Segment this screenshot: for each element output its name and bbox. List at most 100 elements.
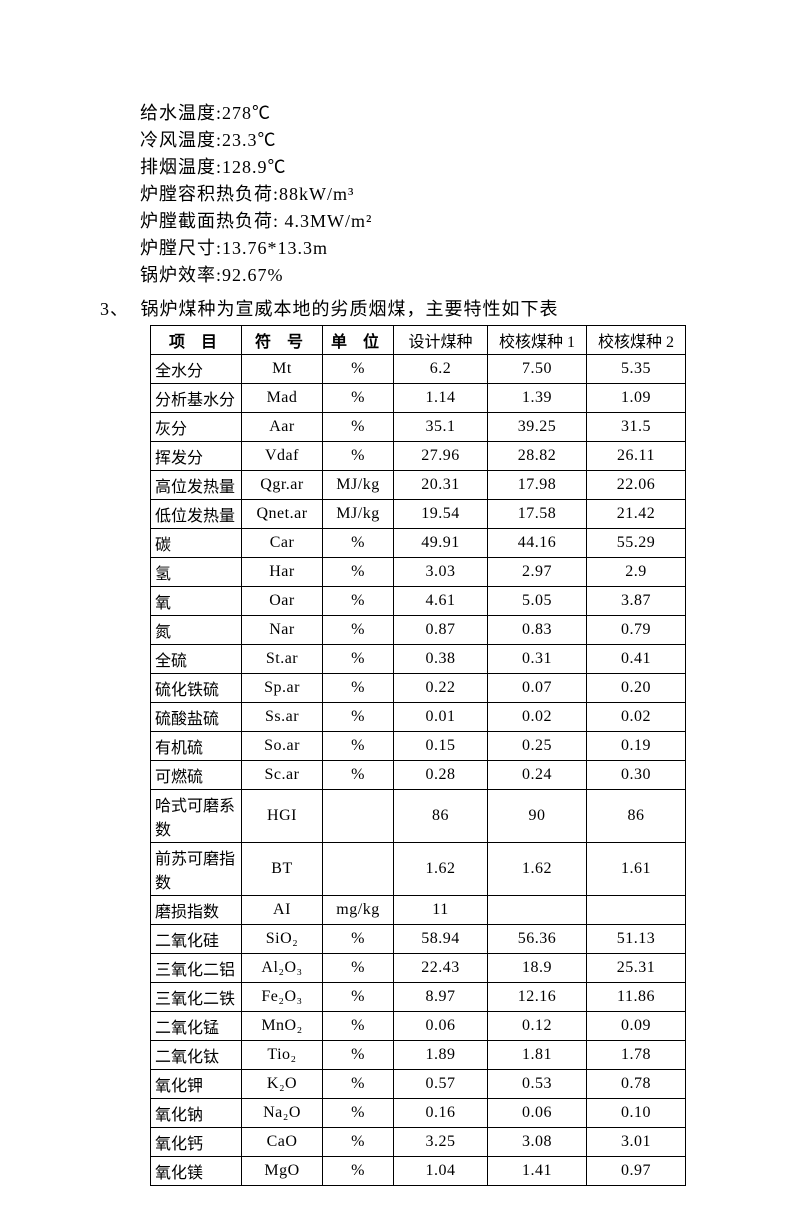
table-cell: Sp.ar xyxy=(242,674,323,703)
table-cell: 0.09 xyxy=(587,1012,686,1041)
table-cell: 17.58 xyxy=(488,500,587,529)
table-cell: 0.57 xyxy=(394,1070,488,1099)
table-row: 全水分Mt%6.27.505.35 xyxy=(151,355,686,384)
table-body: 全水分Mt%6.27.505.35分析基水分Mad%1.141.391.09灰分… xyxy=(151,355,686,1186)
table-row: 灰分Aar%35.139.2531.5 xyxy=(151,413,686,442)
table-cell: Oar xyxy=(242,587,323,616)
table-cell: Ss.ar xyxy=(242,703,323,732)
table-cell: 35.1 xyxy=(394,413,488,442)
table-cell: 全水分 xyxy=(151,355,242,384)
table-cell: 0.79 xyxy=(587,616,686,645)
table-cell xyxy=(587,896,686,925)
table-cell: 27.96 xyxy=(394,442,488,471)
table-row: 氧化钾K₂O%0.570.530.78 xyxy=(151,1070,686,1099)
section-title-text: 锅炉煤种为宣威本地的劣质烟煤，主要特性如下表 xyxy=(141,299,559,319)
param-line: 锅炉效率:92.67% xyxy=(140,262,700,289)
table-cell: % xyxy=(323,1041,394,1070)
table-header-cell: 项 目 xyxy=(151,326,242,355)
table-cell: 8.97 xyxy=(394,983,488,1012)
table-cell: % xyxy=(323,645,394,674)
table-cell: 磨损指数 xyxy=(151,896,242,925)
table-cell: Car xyxy=(242,529,323,558)
table-cell: HGI xyxy=(242,790,323,843)
table-cell: 11.86 xyxy=(587,983,686,1012)
table-row: 硫化铁硫Sp.ar%0.220.070.20 xyxy=(151,674,686,703)
param-line: 炉膛尺寸:13.76*13.3m xyxy=(140,235,700,262)
table-cell: 86 xyxy=(394,790,488,843)
table-cell: 0.53 xyxy=(488,1070,587,1099)
table-cell: St.ar xyxy=(242,645,323,674)
table-cell: 19.54 xyxy=(394,500,488,529)
table-row: 低位发热量Qnet.arMJ/kg19.5417.5821.42 xyxy=(151,500,686,529)
table-cell: 44.16 xyxy=(488,529,587,558)
table-cell: 0.78 xyxy=(587,1070,686,1099)
table-cell: 0.24 xyxy=(488,761,587,790)
table-cell: 7.50 xyxy=(488,355,587,384)
table-row: 氮Nar%0.870.830.79 xyxy=(151,616,686,645)
table-row: 挥发分Vdaf%27.9628.8226.11 xyxy=(151,442,686,471)
table-header-cell: 设计煤种 xyxy=(394,326,488,355)
table-cell: 22.06 xyxy=(587,471,686,500)
table-cell: 26.11 xyxy=(587,442,686,471)
table-cell: 0.06 xyxy=(488,1099,587,1128)
table-cell: % xyxy=(323,703,394,732)
table-cell: 1.09 xyxy=(587,384,686,413)
table-cell: 氢 xyxy=(151,558,242,587)
table-row: 哈式可磨系数HGI869086 xyxy=(151,790,686,843)
table-cell: % xyxy=(323,355,394,384)
table-cell: 氧化钠 xyxy=(151,1099,242,1128)
table-cell: Fe₂O₃ xyxy=(242,983,323,1012)
table-cell: 0.02 xyxy=(488,703,587,732)
table-cell: 1.78 xyxy=(587,1041,686,1070)
table-row: 氢Har%3.032.972.9 xyxy=(151,558,686,587)
table-row: 氧化钠Na₂O%0.160.060.10 xyxy=(151,1099,686,1128)
table-row: 三氧化二铝Al₂O₃%22.4318.925.31 xyxy=(151,954,686,983)
table-cell: % xyxy=(323,761,394,790)
table-cell: 6.2 xyxy=(394,355,488,384)
table-cell: MnO₂ xyxy=(242,1012,323,1041)
table-cell: 二氧化锰 xyxy=(151,1012,242,1041)
table-cell xyxy=(488,896,587,925)
table-cell: 三氧化二铁 xyxy=(151,983,242,1012)
table-cell: 0.16 xyxy=(394,1099,488,1128)
table-cell: Mt xyxy=(242,355,323,384)
table-cell: 二氧化钛 xyxy=(151,1041,242,1070)
table-row: 二氧化钛Tio₂%1.891.811.78 xyxy=(151,1041,686,1070)
table-cell: 硫酸盐硫 xyxy=(151,703,242,732)
table-cell: 0.19 xyxy=(587,732,686,761)
table-cell: 0.22 xyxy=(394,674,488,703)
table-cell: Aar xyxy=(242,413,323,442)
param-line: 炉膛容积热负荷:88kW/m³ xyxy=(140,181,700,208)
table-cell: Qgr.ar xyxy=(242,471,323,500)
table-cell: 高位发热量 xyxy=(151,471,242,500)
table-cell: Na₂O xyxy=(242,1099,323,1128)
table-cell: 18.9 xyxy=(488,954,587,983)
table-cell: Nar xyxy=(242,616,323,645)
table-row: 氧Oar%4.615.053.87 xyxy=(151,587,686,616)
table-cell: 低位发热量 xyxy=(151,500,242,529)
coal-spec-table: 项 目符 号单 位设计煤种校核煤种 1校核煤种 2 全水分Mt%6.27.505… xyxy=(150,325,686,1186)
table-cell: 1.39 xyxy=(488,384,587,413)
table-cell: 哈式可磨系数 xyxy=(151,790,242,843)
table-cell: 前苏可磨指数 xyxy=(151,843,242,896)
table-row: 氧化镁MgO%1.041.410.97 xyxy=(151,1157,686,1186)
table-cell: 2.9 xyxy=(587,558,686,587)
table-cell: 0.28 xyxy=(394,761,488,790)
table-cell: 0.07 xyxy=(488,674,587,703)
table-cell: 0.12 xyxy=(488,1012,587,1041)
table-cell: 1.14 xyxy=(394,384,488,413)
table-cell: MJ/kg xyxy=(323,471,394,500)
table-row: 二氧化锰MnO₂%0.060.120.09 xyxy=(151,1012,686,1041)
table-cell: 0.97 xyxy=(587,1157,686,1186)
table-cell: 三氧化二铝 xyxy=(151,954,242,983)
table-cell: 17.98 xyxy=(488,471,587,500)
table-cell: 25.31 xyxy=(587,954,686,983)
table-cell: 0.01 xyxy=(394,703,488,732)
table-cell: MJ/kg xyxy=(323,500,394,529)
table-cell: 氮 xyxy=(151,616,242,645)
table-cell: 31.5 xyxy=(587,413,686,442)
param-list: 给水温度:278℃ 冷风温度:23.3℃ 排烟温度:128.9℃ 炉膛容积热负荷… xyxy=(140,100,700,289)
table-cell: % xyxy=(323,529,394,558)
table-row: 三氧化二铁Fe₂O₃%8.9712.1611.86 xyxy=(151,983,686,1012)
table-row: 硫酸盐硫Ss.ar%0.010.020.02 xyxy=(151,703,686,732)
